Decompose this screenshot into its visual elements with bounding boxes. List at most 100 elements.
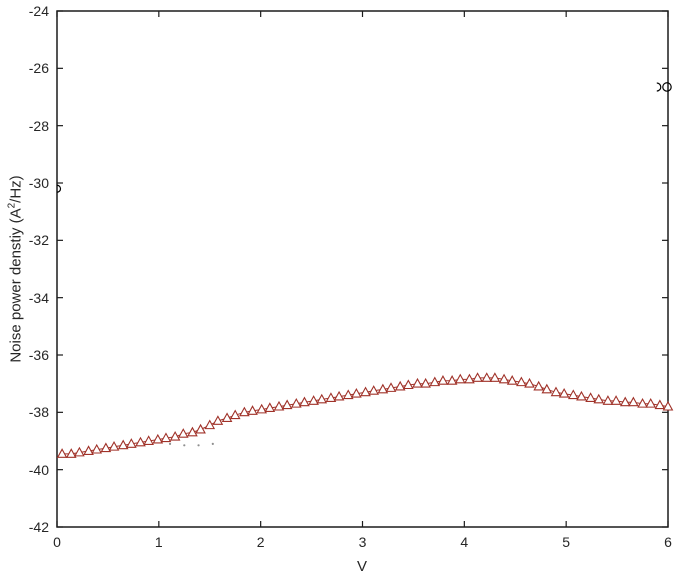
triangle-marker [212,415,224,425]
triangle-marker [472,372,483,382]
triangle-marker [126,438,137,448]
y-tick-label: -40 [28,461,49,478]
triangle-marker [65,448,77,458]
triangle-marker [177,428,189,438]
y-tick-label: -32 [28,232,49,249]
triangle-marker [368,385,380,395]
triangle-marker [56,448,68,458]
triangle-marker [229,409,241,420]
x-tick-label: 3 [358,534,367,550]
triangle-marker [351,387,362,398]
triangle-marker [489,372,501,382]
triangle-marker [195,423,206,434]
triangle-marker [645,397,657,408]
triangle-marker [576,390,587,401]
circle-marker-partial [656,82,662,92]
triangle-marker [567,389,579,400]
triangle-marker [264,402,276,412]
x-tick-label: 5 [562,534,571,550]
triangle-marker [412,377,423,388]
x-tick-label: 6 [664,534,672,550]
triangle-marker [169,430,181,441]
triangle-marker [281,399,293,410]
triangle-marker [290,397,302,408]
y-axis-label-unit: /Hz) [7,175,25,203]
triangle-marker [454,373,466,384]
triangle-marker [100,442,112,453]
triangle-marker [221,412,233,423]
triangle-marker [385,382,397,392]
triangle-marker [308,395,319,405]
triangle-marker [481,372,493,382]
triangle-marker [256,403,268,414]
x-axis-label: V [356,558,368,575]
triangle-marker [541,383,553,394]
x-tick-label: 4 [460,534,469,550]
triangle-marker [239,406,250,417]
y-tick-label: -30 [28,175,49,191]
y-tick-label: -42 [28,519,49,535]
triangle-marker [83,445,94,455]
triangle-marker [533,380,545,391]
triangle-marker [135,436,146,447]
triangle-marker [593,393,605,404]
triangle-marker [662,400,674,411]
triangle-marker [464,373,475,384]
triangle-marker [420,377,431,388]
triangle-marker [325,392,337,402]
triangle-marker [360,386,371,397]
triangle-marker [402,379,414,390]
triangle-marker [628,396,639,407]
x-tick-label: 1 [154,534,163,550]
triangle-marker [377,383,389,394]
triangle-marker [585,392,596,402]
plot-box [56,10,669,528]
triangle-marker [429,376,441,387]
triangle-marker [446,375,458,385]
triangle-marker [333,390,345,401]
triangle-marker [273,400,285,411]
triangle-marker [91,443,103,454]
triangle-marker [316,393,328,404]
x-tick-label: 2 [256,534,265,550]
triangle-marker [550,386,562,397]
faint-dot-marker [168,442,172,445]
triangle-marker [437,375,449,385]
triangle-marker [558,387,570,398]
triangle-marker [187,426,198,437]
triangle-marker [394,380,406,391]
triangle-marker [152,433,164,444]
triangle-marker [498,373,510,384]
y-tick-label: -24 [28,3,49,19]
triangle-marker [108,440,120,451]
faint-dot-marker [197,444,200,447]
faint-dot-marker [211,442,214,445]
triangle-marker [342,389,354,400]
y-axis-label-superscript: 2 [6,202,18,209]
triangle-marker [654,399,666,410]
triangle-marker [117,439,129,450]
y-axis-label: Noise power denstiy (A2/Hz) [6,175,25,362]
circle-marker [662,82,672,92]
y-tick-label: -36 [28,347,49,363]
circle-marker-partial [56,184,62,193]
triangle-marker [602,395,614,405]
triangle-marker [637,397,648,408]
triangle-marker [506,375,518,385]
triangle-marker [247,405,258,415]
x-tick-label: 0 [53,534,61,550]
triangle-marker [610,395,622,405]
triangle-marker [204,419,216,430]
triangle-marker [516,376,527,387]
y-tick-label: -28 [28,117,49,134]
triangle-marker [143,435,154,445]
triangle-marker [74,446,85,457]
y-tick-label: -34 [28,289,49,306]
triangle-marker [524,377,535,388]
triangle-marker [619,396,631,407]
faint-dot-marker [183,444,186,447]
y-tick-label: -26 [28,60,49,77]
y-tick-label: -38 [28,404,49,421]
